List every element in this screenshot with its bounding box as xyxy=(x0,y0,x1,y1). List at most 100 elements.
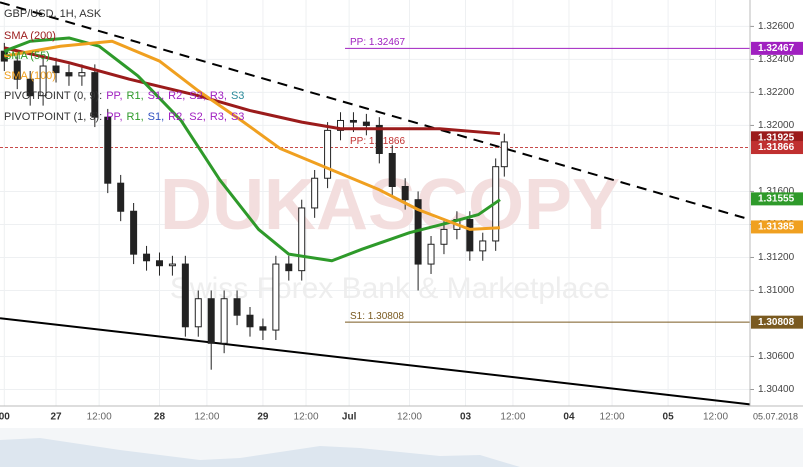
candle-body xyxy=(349,119,357,123)
pivot-legend-item: R3, xyxy=(210,111,227,123)
x-tick-label: 12:00 xyxy=(87,412,112,423)
y-tick-label: 1.32200 xyxy=(758,87,795,98)
candle-body xyxy=(388,152,396,187)
candle-body xyxy=(65,72,73,77)
candle-body xyxy=(26,78,34,97)
price-tag xyxy=(751,315,803,329)
pivot-legend-item: S1, xyxy=(148,90,165,102)
pivot-legend-item: PP, xyxy=(106,90,122,102)
candle-body xyxy=(479,240,487,252)
pivot-legend-item: R1, xyxy=(127,111,144,123)
candle-body xyxy=(500,141,508,168)
x-tick-label: 12:00 xyxy=(500,412,525,423)
y-tick-label: 1.32600 xyxy=(758,21,795,32)
price-tag xyxy=(751,220,803,234)
price-tag-label: 1.31866 xyxy=(758,142,795,153)
candle-body xyxy=(466,219,474,252)
pivot-level-label: PP: 1.32467 xyxy=(350,37,405,48)
legend-entry: SMA (100) xyxy=(4,70,56,82)
pivot-legend-item: R1, xyxy=(127,90,144,102)
candle-body xyxy=(207,298,215,344)
pivot-level-label: S1: 1.30808 xyxy=(350,311,404,322)
candle-body xyxy=(181,263,189,328)
pivot-legend-item: S1, xyxy=(148,111,165,123)
y-tick-label: 1.30400 xyxy=(758,384,795,395)
x-tick-label: 05 xyxy=(663,412,675,423)
price-tag xyxy=(751,41,803,55)
pivot-legend: PIVOTPOINT (1, 5): PP, R1, S1, R2, S2, R3, S3 xyxy=(4,111,244,123)
pivot-legend-item: S2, xyxy=(189,90,206,102)
candle-body xyxy=(104,116,112,184)
candle-body xyxy=(362,121,370,126)
candle-body xyxy=(272,263,280,331)
candle-body xyxy=(259,326,267,331)
trendline xyxy=(0,1,751,221)
candle-body xyxy=(298,207,306,272)
candle-body xyxy=(168,263,176,267)
candle-body xyxy=(117,182,125,212)
candle-body xyxy=(233,298,241,316)
pivot-legend-label: PIVOTPOINT (1, 5): xyxy=(4,111,102,123)
candle-body xyxy=(52,65,60,74)
x-tick-label: 12:00 xyxy=(703,412,728,423)
pivot-legend-item: PP, xyxy=(106,111,122,123)
candle-body xyxy=(194,298,202,328)
candle-body xyxy=(337,119,345,131)
price-tag-label: 1.32467 xyxy=(758,43,795,54)
pivot-legend-item: R3, xyxy=(210,90,227,102)
y-tick-label: 1.31200 xyxy=(758,252,795,263)
price-tag-label: 1.31385 xyxy=(758,222,795,233)
legend-title: GBP/USD, 1H, ASK xyxy=(4,8,102,20)
x-tick-label: 12:00 xyxy=(397,412,422,423)
candle-body xyxy=(220,298,228,344)
x-tick-label: 04 xyxy=(563,412,575,423)
x-tick-label: 12:00 xyxy=(194,412,219,423)
candle-body xyxy=(143,253,151,262)
x-tick-label: 00 xyxy=(0,412,10,423)
x-tick-label: Jul xyxy=(342,412,357,423)
candle-body xyxy=(246,314,254,328)
candle-body xyxy=(130,210,138,255)
watermark-subtitle: Swiss Forex Bank & Marketplace xyxy=(170,272,610,305)
candle-body xyxy=(39,65,47,97)
x-tick-label: 12:00 xyxy=(294,412,319,423)
pivot-legend: PIVOTPOINT (0, 9): PP, R1, S1, R2, S2, R3, S3 xyxy=(4,90,244,102)
candle-body xyxy=(91,72,99,118)
y-tick-label: 1.30600 xyxy=(758,351,795,362)
pivot-legend-item: S3 xyxy=(231,111,244,123)
x-tick-label: 27 xyxy=(50,412,62,423)
x-tick-label: 29 xyxy=(257,412,269,423)
y-tick-label: 1.31600 xyxy=(758,186,795,197)
y-tick-label: 1.32400 xyxy=(758,54,795,65)
candle-body xyxy=(440,228,448,245)
candle-body xyxy=(375,124,383,154)
pivot-legend-label: PIVOTPOINT (0, 9): xyxy=(4,90,102,102)
date-label: 05.07.2018 xyxy=(753,411,798,421)
candle-body xyxy=(401,185,409,201)
price-tag xyxy=(751,192,803,206)
candle-body xyxy=(427,243,435,265)
x-tick-label: 12:00 xyxy=(600,412,625,423)
price-tag-label: 1.31555 xyxy=(758,194,795,205)
x-tick-label: 03 xyxy=(460,412,472,423)
legend-entry: SMA (55) xyxy=(4,50,50,62)
price-tag-label: 1.31925 xyxy=(758,132,795,143)
legend-entry: SMA (200) xyxy=(4,30,56,42)
moving-average-line xyxy=(3,36,501,263)
candle-body xyxy=(78,72,86,77)
candle-body xyxy=(324,129,332,179)
y-tick-label: 1.32000 xyxy=(758,120,795,131)
pivot-legend-item: R2, xyxy=(168,111,185,123)
trendline xyxy=(0,317,751,406)
moving-average-line xyxy=(4,39,501,231)
candle-body xyxy=(285,263,293,272)
x-tick-label: 28 xyxy=(154,412,166,423)
candle-body xyxy=(311,177,319,209)
price-tag-label: 1.30808 xyxy=(758,317,795,328)
y-tick-label: 1.31000 xyxy=(758,285,795,296)
price-tag xyxy=(751,141,803,155)
pivot-legend-item: S2, xyxy=(189,111,206,123)
candle-body xyxy=(155,260,163,267)
pivot-legend-item: R2, xyxy=(168,90,185,102)
